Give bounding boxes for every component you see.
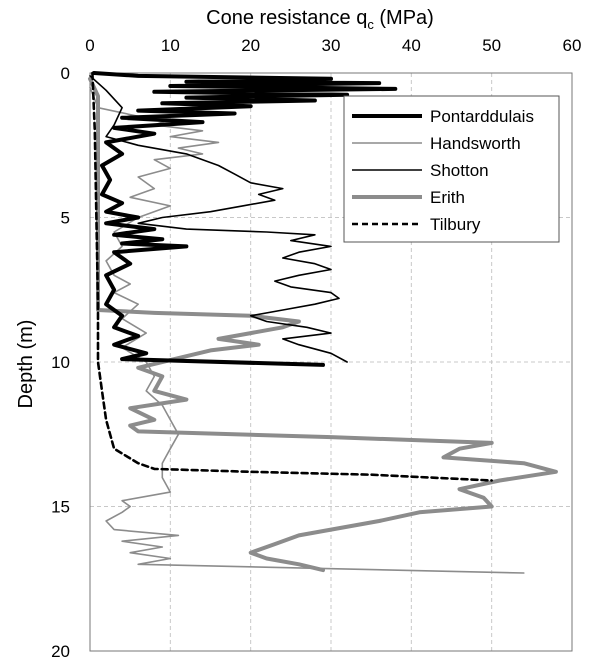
- plot-frame: [89, 72, 573, 652]
- title-main: Cone resistance q: [206, 7, 367, 29]
- series-line-erith: [88, 76, 558, 573]
- legend-label-handsworth: Handsworth: [430, 134, 521, 153]
- y-tick-label: 0: [61, 64, 70, 83]
- y-tick-label: 20: [51, 642, 70, 657]
- y-tick-label: 10: [51, 353, 70, 372]
- legend-label-pontarddulais: Pontarddulais: [430, 107, 534, 126]
- legend-label-shotton: Shotton: [430, 161, 489, 180]
- y-tick-label: 5: [61, 209, 70, 228]
- series-line-tilbury: [91, 71, 493, 482]
- y-tick-label: 15: [51, 498, 70, 517]
- legend-box: [343, 95, 560, 243]
- title-unit: (MPa): [374, 7, 434, 29]
- series-line-shotton: [89, 75, 348, 363]
- x-tick-label: 10: [161, 36, 180, 55]
- legend: Pontarddulais Handsworth Shotton Erith Tilbu…: [343, 95, 560, 243]
- chart-title: Cone resistance qc (MPa): [206, 7, 434, 32]
- title-subscript: c: [367, 17, 374, 32]
- legend-label-tilbury: Tilbury: [430, 215, 481, 234]
- x-tick-label: 60: [563, 36, 582, 55]
- x-tick-label: 50: [482, 36, 501, 55]
- x-tick-label: 30: [322, 36, 341, 55]
- legend-label-erith: Erith: [430, 188, 465, 207]
- x-tick-label: 40: [402, 36, 421, 55]
- x-tick-label: 20: [241, 36, 260, 55]
- x-tick-label: 0: [85, 36, 94, 55]
- series-lines: [88, 71, 558, 574]
- series-line-pontarddulais: [92, 71, 398, 367]
- y-axis-label: Depth (m): [15, 320, 37, 409]
